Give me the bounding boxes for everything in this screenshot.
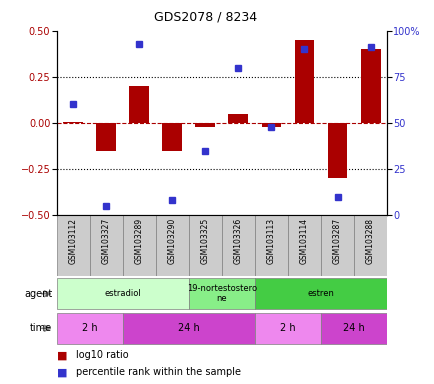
Text: 19-nortestostero
ne: 19-nortestostero ne <box>186 284 256 303</box>
Bar <box>155 215 188 276</box>
Bar <box>188 215 221 276</box>
Text: GSM103289: GSM103289 <box>135 218 143 264</box>
Bar <box>320 215 353 276</box>
Text: 2 h: 2 h <box>279 323 295 333</box>
Text: time: time <box>30 323 52 333</box>
Bar <box>320 313 386 344</box>
Bar <box>195 123 215 127</box>
Bar <box>63 122 83 123</box>
Bar <box>89 215 122 276</box>
Text: 24 h: 24 h <box>178 323 199 333</box>
Bar <box>287 215 320 276</box>
Text: GSM103287: GSM103287 <box>332 218 341 264</box>
Text: GSM103114: GSM103114 <box>299 218 308 264</box>
Bar <box>122 215 155 276</box>
Text: GSM103113: GSM103113 <box>266 218 275 264</box>
Text: GSM103326: GSM103326 <box>233 218 242 264</box>
Text: ■: ■ <box>56 350 67 360</box>
Bar <box>56 215 89 276</box>
Bar <box>56 278 188 310</box>
Bar <box>56 313 122 344</box>
Bar <box>254 215 287 276</box>
Text: GSM103325: GSM103325 <box>201 218 209 264</box>
Bar <box>228 114 248 123</box>
Text: 24 h: 24 h <box>342 323 364 333</box>
Bar <box>221 215 254 276</box>
Bar <box>129 86 149 123</box>
Text: percentile rank within the sample: percentile rank within the sample <box>76 367 240 377</box>
Text: ■: ■ <box>56 367 67 377</box>
Text: agent: agent <box>24 289 52 299</box>
Text: estradiol: estradiol <box>104 289 141 298</box>
Text: 2 h: 2 h <box>82 323 97 333</box>
Bar <box>122 313 254 344</box>
Text: GSM103327: GSM103327 <box>102 218 110 264</box>
Bar <box>188 278 254 310</box>
Bar <box>294 40 314 123</box>
Bar <box>96 123 116 151</box>
Text: GDS2078 / 8234: GDS2078 / 8234 <box>153 10 256 23</box>
Bar <box>327 123 347 178</box>
Bar <box>254 313 320 344</box>
Text: estren: estren <box>307 289 334 298</box>
Bar <box>353 215 386 276</box>
Text: GSM103290: GSM103290 <box>168 218 176 264</box>
Text: GSM103112: GSM103112 <box>69 218 77 264</box>
Bar <box>360 49 380 123</box>
Text: log10 ratio: log10 ratio <box>76 350 128 360</box>
Bar <box>162 123 182 151</box>
Text: GSM103288: GSM103288 <box>365 218 374 264</box>
Bar <box>254 278 386 310</box>
Bar <box>261 123 281 127</box>
